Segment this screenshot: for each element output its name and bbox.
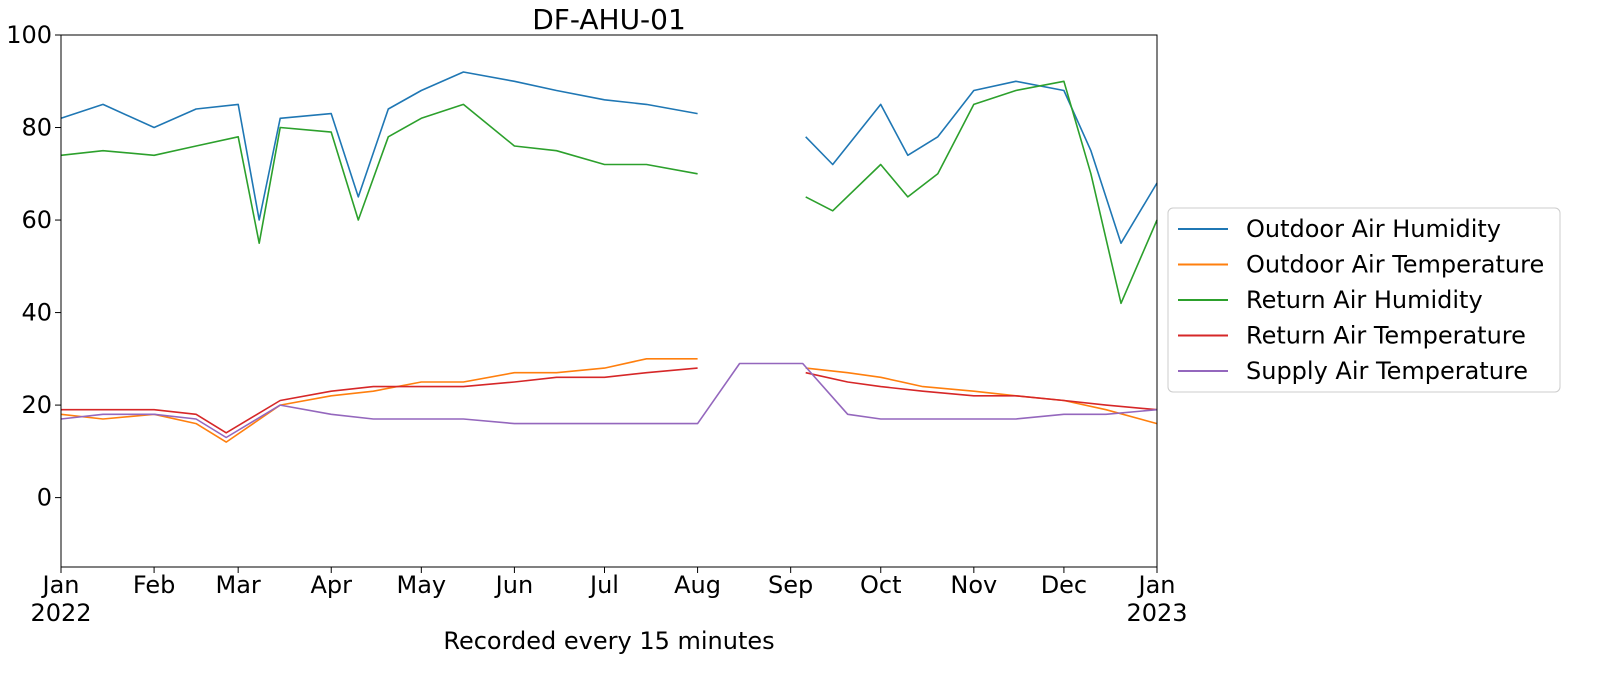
series-line-outdoor-air-humidity xyxy=(60,71,698,221)
series-line-outdoor-air-temperature xyxy=(60,357,698,443)
y-tick-label: 0 xyxy=(37,484,52,512)
legend-label-return-air-humidity: Return Air Humidity xyxy=(1246,286,1483,314)
legend-label-outdoor-air-temperature: Outdoor Air Temperature xyxy=(1246,251,1544,279)
series-line-return-air-humidity xyxy=(805,80,1158,305)
y-tick-label: 100 xyxy=(6,21,52,49)
legend-label-supply-air-temperature: Supply Air Temperature xyxy=(1246,357,1528,385)
x-tick-label: Jan xyxy=(1137,571,1176,599)
x-tick-year-label: 2022 xyxy=(30,599,91,627)
y-axis: 0 20 40 60 80 100 xyxy=(6,21,61,512)
x-tick-label: Oct xyxy=(860,571,902,599)
x-tick-label: Jan xyxy=(41,571,80,599)
x-tick-label: Jul xyxy=(588,571,619,599)
x-tick-label: Feb xyxy=(133,571,176,599)
legend: Outdoor Air Humidity Outdoor Air Temperat… xyxy=(1167,207,1561,393)
series-line-outdoor-air-temperature xyxy=(805,367,1158,425)
y-tick-label: 80 xyxy=(21,114,52,142)
plot-frame xyxy=(60,34,1158,568)
x-tick-label: May xyxy=(397,571,447,599)
y-tick-label: 40 xyxy=(21,299,52,327)
x-tick-label: Mar xyxy=(216,571,261,599)
x-tick-label: Nov xyxy=(950,571,997,599)
legend-label-return-air-temperature: Return Air Temperature xyxy=(1246,322,1526,350)
x-tick-label: Apr xyxy=(310,571,352,599)
x-tick-label: Aug xyxy=(674,571,721,599)
legend-box xyxy=(1167,207,1561,393)
y-tick-label: 60 xyxy=(21,206,52,234)
series-line-supply-air-temperature xyxy=(60,362,1158,439)
series-line-return-air-humidity xyxy=(60,103,698,244)
x-tick-label: Dec xyxy=(1041,571,1087,599)
x-axis-label: Recorded every 15 minutes xyxy=(443,627,774,655)
x-tick-year-label: 2023 xyxy=(1126,599,1187,627)
series-layer xyxy=(60,71,1158,443)
legend-label-outdoor-air-humidity: Outdoor Air Humidity xyxy=(1246,215,1501,243)
x-tick-label: Sep xyxy=(768,571,813,599)
series-line-outdoor-air-humidity xyxy=(805,80,1158,244)
y-tick-label: 20 xyxy=(21,391,52,419)
x-tick-label: Jun xyxy=(494,571,534,599)
chart-title: DF-AHU-01 xyxy=(532,3,686,36)
series-line-return-air-temperature xyxy=(805,371,1158,411)
series-line-return-air-temperature xyxy=(61,367,698,434)
